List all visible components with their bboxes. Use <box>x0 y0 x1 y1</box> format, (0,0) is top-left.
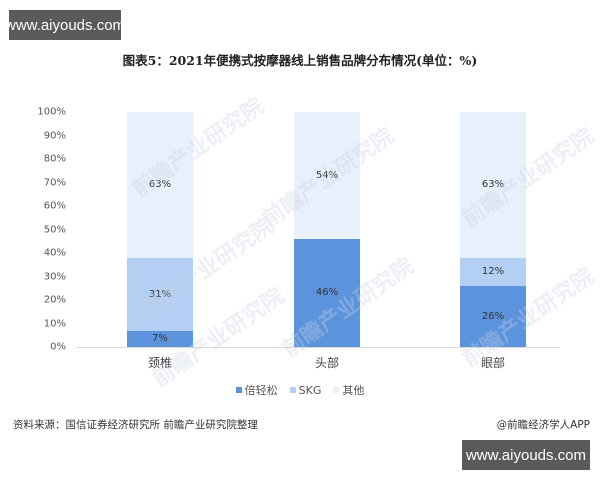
bar-segment: 46% <box>294 238 360 347</box>
y-tick-label: 20% <box>43 294 66 306</box>
legend-item: 倍轻松 <box>235 382 278 398</box>
legend-swatch-icon <box>289 387 296 393</box>
chart-title: 图表5：2021年便携式按摩器线上销售品牌分布情况(单位：%) <box>122 53 478 68</box>
bar-segment: 63% <box>460 112 526 258</box>
bar-segment: 54% <box>294 112 360 239</box>
legend-label: SKG <box>298 383 322 397</box>
chart-legend: 倍轻松 SKG 其他 <box>0 382 600 398</box>
y-tick-label: 40% <box>43 247 66 259</box>
legend-item: SKG <box>289 382 322 398</box>
x-axis-line <box>77 347 560 348</box>
y-tick-label: 80% <box>43 153 66 165</box>
legend-item: 其他 <box>333 382 364 398</box>
site-watermark-bottom: www.aiyouds.com <box>462 440 590 470</box>
bar-segment: 31% <box>127 257 193 331</box>
site-watermark-top: www.aiyouds.com <box>5 10 125 40</box>
x-tick-label: 颈椎 <box>147 356 172 370</box>
credit-note: @前瞻经济学人APP <box>496 419 590 431</box>
y-tick-label: 50% <box>43 224 66 235</box>
bar-segment: 26% <box>460 285 526 347</box>
bar-segment: 12% <box>460 257 526 286</box>
y-tick-label: 30% <box>43 271 66 282</box>
x-tick-label: 头部 <box>314 356 339 370</box>
y-tick-label: 60% <box>43 200 66 212</box>
y-tick-label: 70% <box>43 177 66 188</box>
y-tick-label: 0% <box>50 341 66 353</box>
legend-swatch-icon <box>333 387 340 393</box>
y-tick-label: 90% <box>43 130 66 141</box>
y-tick-label: 100% <box>37 106 66 118</box>
bar-segment: 63% <box>127 112 193 258</box>
y-tick-label: 10% <box>43 318 66 329</box>
legend-swatch-icon <box>235 387 242 393</box>
legend-label: 其他 <box>342 384 365 397</box>
bar-segment: 7% <box>127 330 193 347</box>
legend-label: 倍轻松 <box>244 384 278 397</box>
source-note: 资料来源：国信证券经济研究所 前瞻产业研究院整理 <box>13 419 258 431</box>
x-tick-label: 眼部 <box>480 356 505 370</box>
